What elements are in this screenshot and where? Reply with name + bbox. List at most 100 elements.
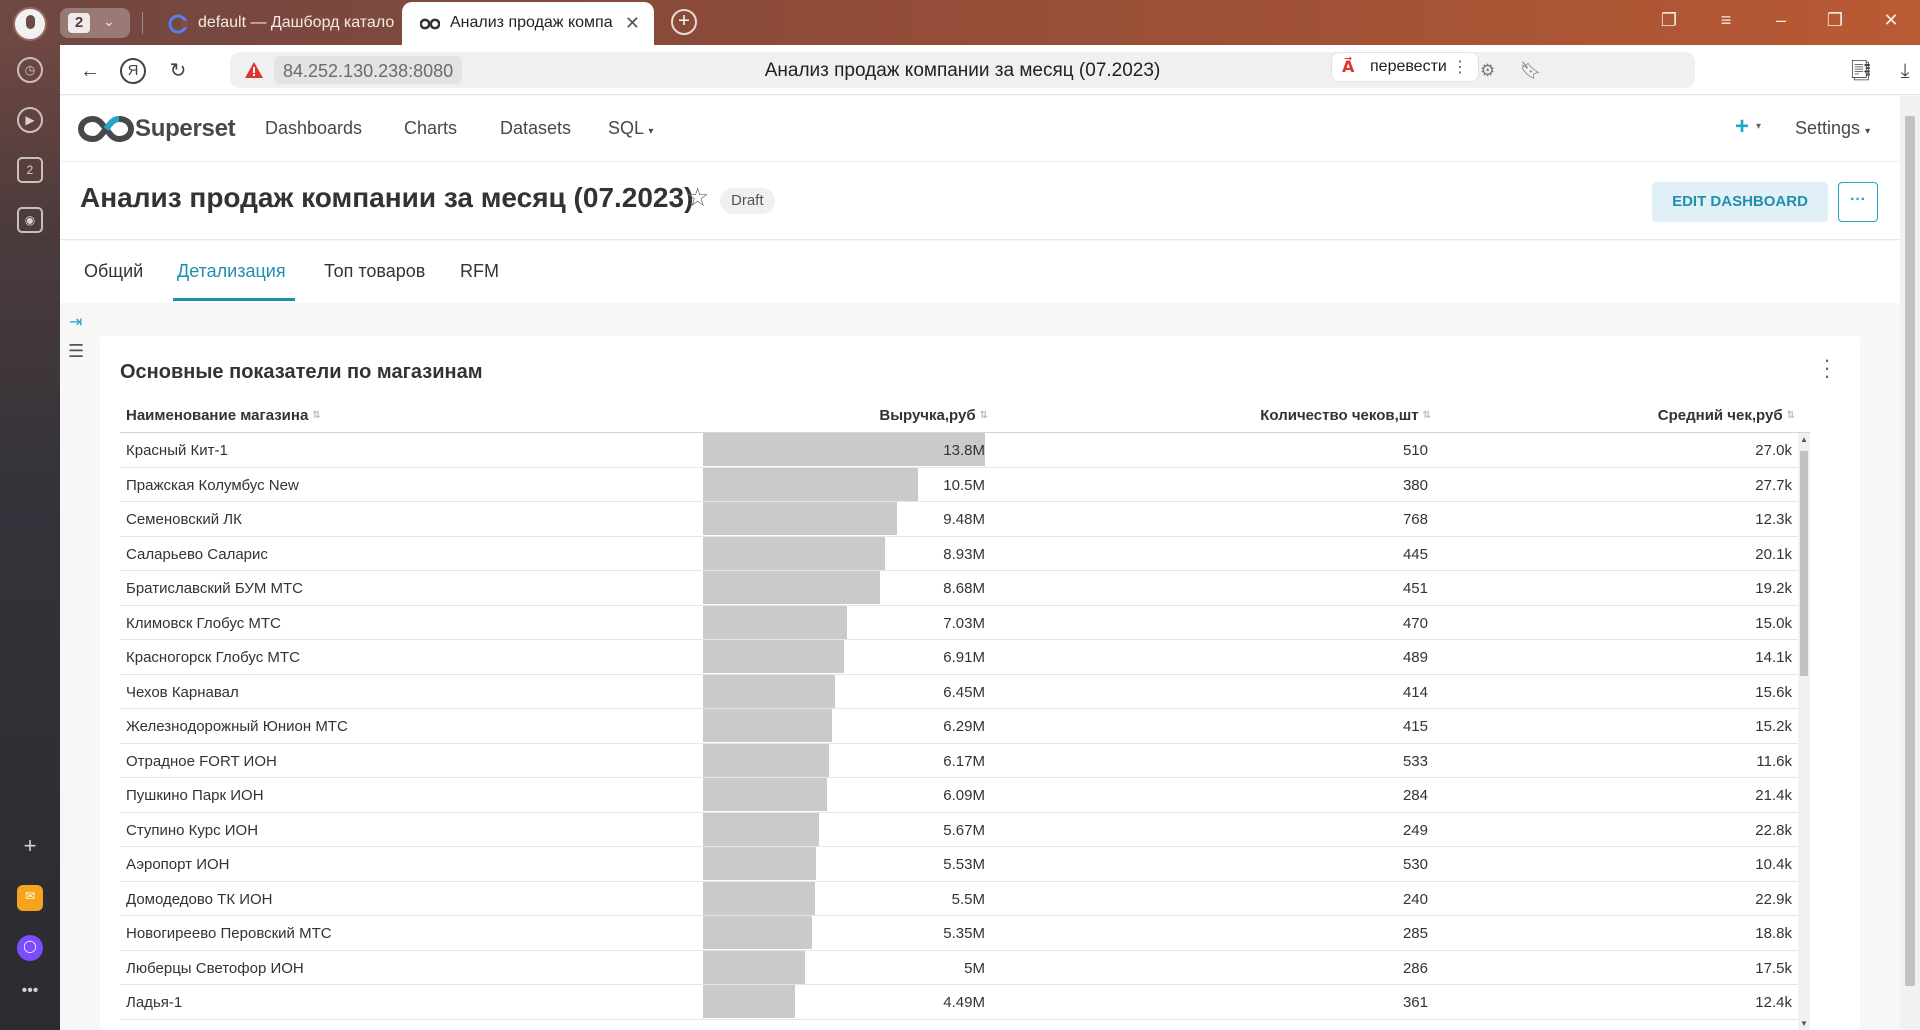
- site-permissions-icon[interactable]: ⚙: [1480, 61, 1496, 80]
- column-header-label: Средний чек,руб: [1657, 407, 1783, 424]
- tab-top-tovarov[interactable]: Топ товаров: [324, 261, 426, 281]
- history-icon[interactable]: ◷: [17, 57, 43, 83]
- translate-button[interactable]: A⃗ перевести ⋮: [1331, 52, 1479, 82]
- revenue-bar: [703, 605, 847, 639]
- revenue-cell: 9.48M: [943, 511, 985, 528]
- avg-check-cell: 21.4k: [1755, 787, 1792, 804]
- chart-menu-icon[interactable]: · · ·: [1823, 347, 1831, 388]
- brand-name[interactable]: Superset: [135, 115, 236, 142]
- tab-groups-button[interactable]: 2 ⌄: [60, 8, 130, 38]
- table-row[interactable]: Чехов Карнавал 6.45M 414 15.6k: [120, 674, 1810, 709]
- revenue-bar: [703, 950, 806, 984]
- nav-sql-label: SQL: [608, 118, 644, 138]
- avg-check-cell: 12.4k: [1755, 994, 1792, 1011]
- filter-icon[interactable]: ☰: [68, 341, 85, 361]
- table-row[interactable]: Отрадное FORT ИОН 6.17M 533 11.6k: [120, 743, 1810, 778]
- alice-assistant-icon[interactable]: ◯: [17, 935, 43, 961]
- table-scrollbar[interactable]: ▲ ▼: [1798, 433, 1810, 1030]
- reload-icon[interactable]: ↻: [169, 60, 187, 82]
- profile-avatar[interactable]: [13, 7, 47, 41]
- revenue-bar: [703, 674, 835, 708]
- superset-app: Superset Dashboards Charts Datasets SQL …: [60, 96, 1900, 1030]
- table-row[interactable]: Новогиреево Перовский МТС 5.35M 285 18.8k: [120, 916, 1810, 951]
- store-name-cell: Отрадное FORT ИОН: [126, 752, 277, 770]
- table-row[interactable]: Братиславский БУМ МТС 8.68M 451 19.2k: [120, 571, 1810, 606]
- new-tab-button[interactable]: +: [671, 9, 697, 35]
- avg-check-cell: 18.8k: [1755, 925, 1792, 942]
- table-row[interactable]: Климовск Глобус МТС 7.03M 470 15.0k: [120, 605, 1810, 640]
- mail-icon[interactable]: ✉: [17, 885, 43, 911]
- revenue-bar: [703, 778, 828, 811]
- revenue-bar: [703, 433, 985, 466]
- tab-rfm[interactable]: RFM: [460, 261, 499, 281]
- browser-tab-active[interactable]: Анализ продаж компа ✕: [402, 2, 654, 45]
- store-name-cell: Аэропорт ИОН: [126, 856, 230, 873]
- avg-check-cell: 27.7k: [1755, 476, 1792, 494]
- translate-more-icon[interactable]: ⋮: [1452, 59, 1468, 76]
- revenue-cell: 6.91M: [943, 649, 985, 666]
- page-scroll-thumb[interactable]: [1905, 116, 1915, 986]
- table-row[interactable]: Пушкино Парк ИОН 6.09M 284 21.4k: [120, 778, 1810, 813]
- tab-obshchiy[interactable]: Общий: [84, 261, 144, 281]
- downloads-icon[interactable]: ⤓: [1900, 60, 1910, 82]
- url-text: 84.252.130.238:8080: [274, 56, 463, 84]
- screenshot-icon[interactable]: ◉: [17, 207, 43, 233]
- favorite-star-icon[interactable]: ☆: [686, 182, 710, 212]
- active-tab-indicator: [173, 298, 295, 301]
- table-row[interactable]: Аэропорт ИОН 5.53M 530 10.4k: [120, 847, 1810, 882]
- table-row[interactable]: Красный Кит-1 13.8M 510 27.0k: [120, 433, 1810, 468]
- revenue-cell: 13.8M: [943, 442, 985, 459]
- nav-charts[interactable]: Charts: [404, 118, 458, 138]
- back-icon[interactable]: ←: [80, 60, 100, 82]
- checks-count-cell: 445: [1402, 545, 1428, 563]
- revenue-bar: [703, 467, 918, 501]
- table-row[interactable]: Пражская Колумбус New 10.5M 380 27.7k: [120, 467, 1810, 502]
- table-row[interactable]: Семеновский ЛК 9.48M 768 12.3k: [120, 502, 1810, 537]
- column-header-revenue[interactable]: Выручка,руб ⇅: [120, 396, 988, 432]
- minimize-icon[interactable]: –: [1775, 10, 1786, 30]
- column-header-checks[interactable]: Количество чеков,шт ⇅: [120, 396, 1431, 432]
- scroll-down-icon[interactable]: ▼: [1800, 1019, 1808, 1028]
- checks-count-cell: 286: [1402, 959, 1428, 977]
- browser-sidebar: ◷ ▶ 2 ◉ + ✉ ◯ •••: [0, 45, 60, 1030]
- revenue-cell: 8.93M: [943, 545, 985, 563]
- tab-detalizatsiya[interactable]: Детализация: [177, 261, 286, 281]
- settings-menu[interactable]: Settings ▾: [1795, 118, 1870, 139]
- column-header-avg-check[interactable]: Средний чек,руб ⇅: [120, 396, 1795, 432]
- play-icon[interactable]: ▶: [17, 107, 43, 133]
- store-name-cell: Чехов Карнавал: [126, 683, 239, 701]
- table-row[interactable]: Ступино Курс ИОН 5.67M 249 22.8k: [120, 812, 1810, 847]
- menu-icon[interactable]: ≡: [1720, 10, 1732, 30]
- maximize-icon[interactable]: ❐: [1826, 10, 1844, 30]
- expand-filters-icon[interactable]: ⇥: [69, 314, 83, 331]
- table-scroll-thumb[interactable]: [1800, 451, 1808, 676]
- table-row[interactable]: Ладья-1 4.49M 361 12.4k: [120, 985, 1810, 1020]
- collections-icon[interactable]: ❐: [1660, 10, 1678, 30]
- nav-dashboards[interactable]: Dashboards: [265, 118, 363, 138]
- scroll-up-icon[interactable]: ▲: [1800, 435, 1808, 444]
- nav-datasets[interactable]: Datasets: [500, 118, 572, 138]
- browser-tab-default[interactable]: default — Дашборд катало: [150, 2, 398, 45]
- table-row[interactable]: Люберцы Светофор ИОН 5M 286 17.5k: [120, 950, 1810, 985]
- add-icon[interactable]: +: [23, 833, 37, 858]
- tabs-badge-icon[interactable]: 2: [17, 157, 43, 183]
- table-row[interactable]: Домодедово ТК ИОН 5.5M 240 22.9k: [120, 881, 1810, 916]
- window-close-icon[interactable]: ✕: [1883, 10, 1899, 30]
- bookmark-icon[interactable]: 🔖︎: [1520, 61, 1542, 80]
- edit-dashboard-button[interactable]: EDIT DASHBOARD: [1652, 182, 1828, 222]
- superset-logo-icon[interactable]: [78, 113, 134, 145]
- more-dots-icon[interactable]: •••: [21, 982, 39, 999]
- table-row[interactable]: Железнодорожный Юнион МТС 6.29M 415 15.2k: [120, 709, 1810, 744]
- reading-list-icon[interactable]: 📑︎: [1848, 60, 1874, 82]
- table-row[interactable]: Красногорск Глобус МТС 6.91M 489 14.1k: [120, 640, 1810, 675]
- nav-sql[interactable]: SQL ▾: [608, 118, 653, 139]
- add-new-icon[interactable]: +: [1735, 113, 1750, 140]
- yandex-icon[interactable]: Я: [120, 58, 146, 84]
- dashboard-title[interactable]: Анализ продаж компании за месяц (07.2023…: [80, 182, 694, 213]
- table-row[interactable]: Саларьево Саларис 8.93M 445 20.1k: [120, 536, 1810, 571]
- dashboard-more-button[interactable]: ···: [1838, 182, 1878, 222]
- close-tab-icon[interactable]: ✕: [624, 13, 640, 33]
- column-header-store[interactable]: Наименование магазина ⇅: [126, 396, 321, 432]
- page-scrollbar[interactable]: [1900, 96, 1920, 1030]
- revenue-cell: 8.68M: [943, 580, 985, 597]
